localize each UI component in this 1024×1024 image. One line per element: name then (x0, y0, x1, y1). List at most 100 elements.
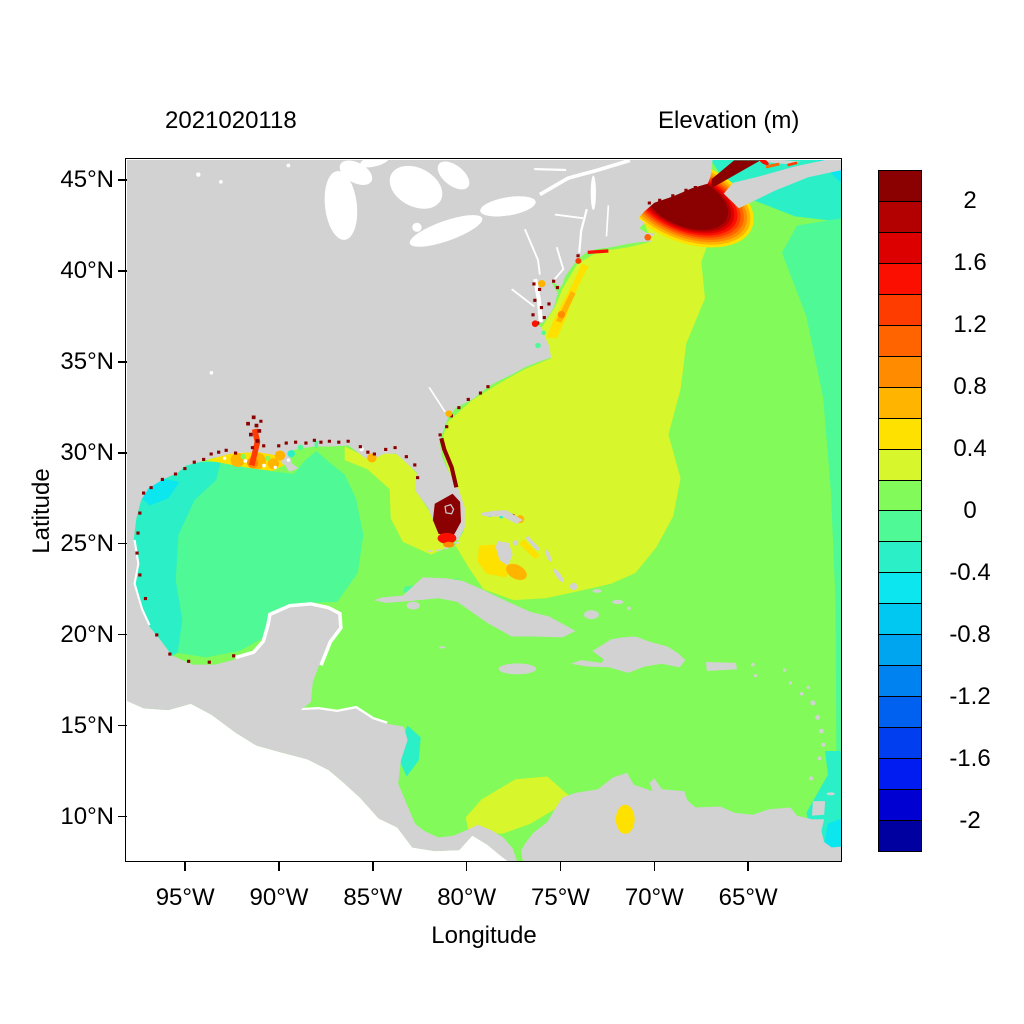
florida-orange-dot (443, 541, 455, 548)
island-caicos (612, 599, 624, 605)
delmarva-deep-orange-dot (557, 310, 566, 319)
lake-maracaibo-yellow (615, 804, 635, 834)
region-west-gulf-turquoise-band (133, 461, 221, 656)
y-tick-label-6: 15°N (60, 711, 114, 739)
x-tick-label-3: 80°W (437, 884, 497, 911)
island-hispaniola (570, 636, 686, 673)
colorbar-tick-label-5: 0 (963, 497, 977, 524)
colorbar-cell-8 (879, 418, 921, 450)
marsh-green-dot1 (240, 453, 247, 460)
lake-superior-edge (360, 160, 390, 168)
exuma-yellow-streak (519, 539, 540, 560)
y-tick-label-1: 40°N (60, 256, 114, 284)
hudson-river (578, 208, 588, 253)
colorbar-title: Elevation (m) (658, 107, 800, 134)
x-tick-label-6: 65°W (718, 884, 778, 911)
island-cuba (373, 577, 576, 638)
ny-harbor-red-dot (575, 258, 582, 264)
estuary-orange-red-marks (445, 234, 652, 417)
lakes-and-rivers (196, 160, 631, 452)
x-tick-label-5: 70°W (624, 884, 684, 911)
colorbar-tick-label-4: 0.4 (953, 435, 987, 462)
mobile-bay-green (314, 440, 319, 449)
fundy-red-tip (759, 160, 769, 165)
island-grand-bahama (480, 511, 506, 517)
potomac-river (511, 288, 535, 308)
elevation-map-canvas (127, 160, 842, 862)
mississippi-sound-green-dot (297, 444, 304, 451)
ottawa-river (534, 168, 567, 172)
plot-timestamp-title: 2021020118 (165, 107, 297, 134)
colorbar-cell-9 (879, 449, 921, 481)
y-tick-mark-5 (118, 633, 127, 636)
land-south-america (521, 772, 842, 862)
lake-huron (389, 165, 443, 209)
marsh-white-specks (222, 456, 291, 469)
lake-ontario (480, 196, 536, 217)
y-tick-mark-3 (118, 452, 127, 454)
colorbar-tick-label-10: -2 (959, 807, 981, 834)
y-tick-mark-0 (118, 179, 127, 181)
pacific-missing-region (127, 701, 509, 862)
georgian-bay (437, 161, 470, 190)
bahamas-yellow-patch (477, 544, 512, 578)
colorbar-cell-1 (879, 201, 921, 233)
colorbar (878, 170, 922, 852)
y-tick-label-3: 30°N (60, 438, 114, 466)
northumberland-red-streak (787, 161, 798, 167)
colorbar-tick-label-1: 1.6 (953, 249, 987, 276)
x-tick-mark-1 (278, 862, 280, 871)
region-se-corner-cyan (823, 818, 842, 853)
lake-michigan (324, 171, 358, 240)
lake-champlain (590, 175, 596, 211)
apalachicola-orange-dot (367, 453, 377, 463)
delaware-bay-orange-dot (537, 280, 546, 288)
colorbar-cell-13 (879, 573, 921, 605)
colorbar-cell-14 (879, 604, 921, 636)
y-tick-mark-1 (118, 270, 127, 272)
colorbar-cell-19 (879, 759, 921, 791)
colorbar-cell-10 (879, 480, 921, 512)
lesser-antilles-dots (750, 662, 826, 781)
northumberland-orange-streak (765, 162, 780, 169)
lake-erie (409, 215, 483, 247)
x-tick-mark-4 (559, 862, 562, 871)
colorbar-cell-15 (879, 635, 921, 667)
colorbar-cell-17 (879, 697, 921, 729)
florida-maroon-blob (432, 493, 462, 538)
region-west-atlantic-yellowgreen (440, 187, 743, 601)
small-inland-lakes (196, 163, 364, 452)
chandeleur-turquoise-dot (287, 450, 295, 458)
island-jamaica (498, 663, 537, 675)
island-isla-juventud (406, 601, 420, 610)
bahamas-orange-blob (506, 563, 527, 581)
colorbar-tick-label-3: 0.8 (953, 373, 987, 400)
bay-of-fundy-hotspot (711, 160, 798, 189)
y-tick-mark-6 (118, 724, 127, 727)
colorbar-cell-11 (879, 511, 921, 543)
louisiana-coastal-hotspots (206, 428, 377, 471)
marsh-green-dot2 (265, 455, 271, 461)
albemarle-green-dot (541, 330, 546, 335)
island-new-providence (512, 540, 519, 546)
mohawk-river (554, 213, 584, 220)
y-tick-label-2: 35°N (60, 347, 114, 375)
region-east-edge-springgreen (781, 218, 842, 753)
y-tick-mark-7 (118, 815, 127, 818)
island-andros (495, 541, 513, 566)
y-tick-mark-2 (118, 361, 127, 363)
y-tick-label-7: 10°N (60, 802, 114, 830)
x-tick-mark-3 (465, 862, 468, 871)
land-nova-scotia (723, 160, 842, 209)
colorbar-tick-label-9: -1.6 (949, 745, 991, 772)
island-turks (627, 606, 631, 611)
colorbar-cell-20 (879, 790, 921, 822)
lake-okeechobee-outline (444, 503, 455, 515)
coastal-maroon-speckles (135, 186, 697, 664)
x-tick-label-1: 90°W (249, 884, 309, 911)
colorbar-tick-label-6: -0.4 (949, 559, 991, 586)
colorbar-cell-3 (879, 263, 921, 295)
susquehanna-river (523, 228, 541, 275)
colorbar-cell-21 (879, 821, 921, 851)
x-tick-mark-0 (184, 862, 186, 871)
